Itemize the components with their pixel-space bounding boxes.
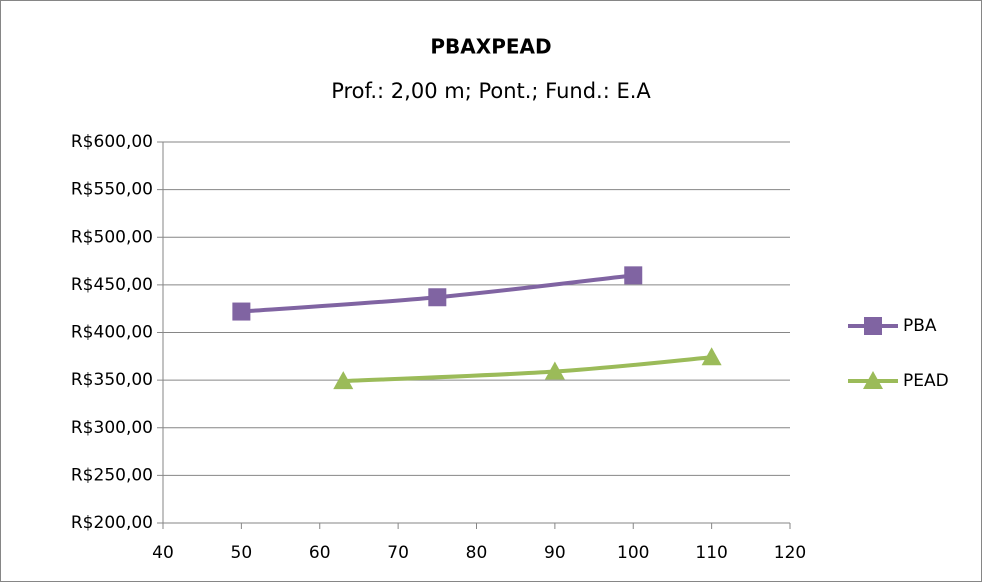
legend-label: PBA <box>903 316 937 336</box>
data-point <box>333 371 354 390</box>
chart-title: PBAXPEAD <box>430 35 551 59</box>
x-tick-label: 110 <box>695 543 727 563</box>
y-tick-label: R$250,00 <box>71 465 153 485</box>
x-tick-label: 100 <box>617 543 649 563</box>
y-tick-label: R$200,00 <box>71 513 153 533</box>
data-point <box>701 347 722 366</box>
data-point <box>624 266 643 285</box>
chart-subtitle: Prof.: 2,00 m; Pont.; Fund.: E.A <box>331 79 651 103</box>
y-tick-label: R$350,00 <box>71 370 153 390</box>
y-tick-label: R$600,00 <box>71 132 153 152</box>
legend-marker <box>864 317 882 335</box>
data-point <box>544 361 565 380</box>
data-point <box>232 302 251 321</box>
y-tick-label: R$300,00 <box>71 418 153 438</box>
y-tick-label: R$550,00 <box>71 180 153 200</box>
y-tick-label: R$500,00 <box>71 227 153 247</box>
legend-marker <box>863 371 883 389</box>
x-tick-label: 60 <box>309 543 331 563</box>
x-tick-label: 70 <box>387 543 409 563</box>
y-tick-label: R$400,00 <box>71 323 153 343</box>
y-tick-label: R$450,00 <box>71 275 153 295</box>
legend-label: PEAD <box>903 371 949 391</box>
x-tick-label: 50 <box>231 543 253 563</box>
x-tick-label: 120 <box>774 543 806 563</box>
x-tick-label: 90 <box>544 543 566 563</box>
x-tick-label: 80 <box>466 543 488 563</box>
x-tick-label: 40 <box>152 543 174 563</box>
data-point <box>428 288 447 307</box>
